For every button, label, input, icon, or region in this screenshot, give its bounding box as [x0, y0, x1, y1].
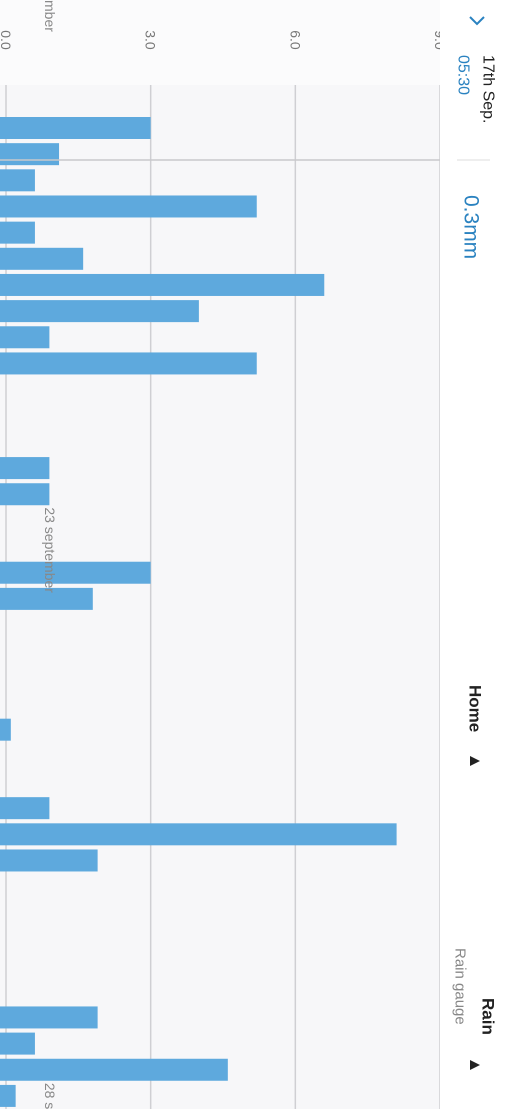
- dropdown-arrow: [470, 1060, 480, 1070]
- bar: [0, 1006, 98, 1029]
- bar: [0, 169, 35, 192]
- bar: [0, 561, 151, 584]
- bar: [0, 352, 257, 375]
- date: 17th Sep.: [480, 55, 497, 124]
- dropdown-arrow: [470, 756, 480, 766]
- bar: [0, 247, 84, 270]
- bar: [0, 326, 50, 349]
- bar: [0, 195, 257, 218]
- x-tick-label: 28 se: [42, 1083, 58, 1109]
- bar: [0, 117, 151, 139]
- sensor-select[interactable]: Rain Rain gauge: [452, 948, 498, 1070]
- bar: [0, 1084, 16, 1107]
- bar: [0, 1032, 35, 1055]
- y-tick-label: 3.0: [143, 30, 159, 50]
- bar: [0, 823, 397, 846]
- sensor: Rain: [479, 998, 498, 1035]
- bar: [0, 718, 11, 741]
- bar: [0, 143, 60, 166]
- bar: [0, 457, 50, 480]
- chart-background: [0, 0, 440, 1109]
- location-select[interactable]: Home: [466, 685, 485, 766]
- axis-band: [0, 0, 440, 85]
- y-tick-label: 6.0: [287, 30, 303, 50]
- sensor-type: Rain gauge: [452, 948, 469, 1025]
- x-tick-label: mber: [42, 0, 58, 32]
- bar: [0, 1058, 228, 1081]
- reading: 0.3mm: [460, 195, 483, 259]
- bar: [0, 797, 50, 820]
- x-tick-label: 23 september: [42, 507, 58, 593]
- back-button[interactable]: [469, 16, 485, 26]
- bar: [0, 587, 93, 610]
- header: [440, 0, 512, 1109]
- bar: [0, 300, 199, 323]
- time: 05:30: [455, 55, 472, 95]
- bar: [0, 221, 35, 244]
- bar: [0, 483, 50, 506]
- bar: [0, 273, 325, 296]
- bar: [0, 849, 98, 872]
- location: Home: [466, 685, 485, 732]
- y-tick-label: 0.0: [0, 30, 14, 50]
